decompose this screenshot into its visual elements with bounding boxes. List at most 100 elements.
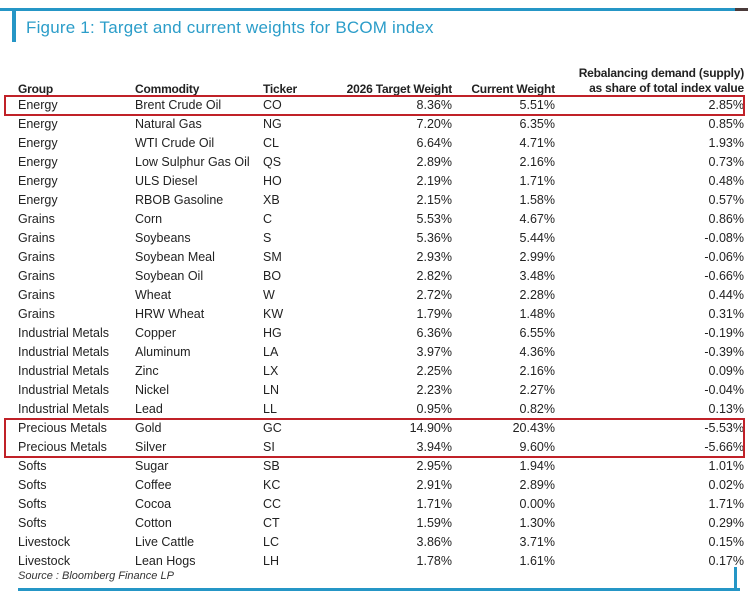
table-row: Energy ULS Diesel HO 2.19% 1.71% 0.48%	[18, 172, 744, 191]
cell-ticker: LA	[263, 345, 279, 359]
cell-rebalancing: 2.85%	[708, 98, 744, 112]
table-row: Industrial Metals Aluminum LA 3.97% 4.36% -0.…	[18, 343, 744, 362]
cell-ticker: KC	[263, 478, 281, 492]
cell-rebalancing: -0.39%	[704, 345, 744, 359]
cell-group: Energy	[18, 98, 58, 112]
cell-commodity: Copper	[135, 326, 176, 340]
table-row: Energy WTI Crude Oil CL 6.64% 4.71% 1.93%	[18, 134, 744, 153]
cell-commodity: Lead	[135, 402, 163, 416]
cell-ticker: C	[263, 212, 273, 226]
cell-target: 1.79%	[416, 307, 452, 321]
cell-target: 2.93%	[416, 250, 452, 264]
table-row: Livestock Lean Hogs LH 1.78% 1.61% 0.17%	[18, 552, 744, 571]
cell-ticker: CL	[263, 136, 279, 150]
cell-target: 2.72%	[416, 288, 452, 302]
cell-rebalancing: 0.85%	[708, 117, 744, 131]
cell-current: 1.30%	[519, 516, 555, 530]
cell-commodity: Natural Gas	[135, 117, 202, 131]
cell-group: Energy	[18, 193, 58, 207]
cell-current: 0.00%	[519, 497, 555, 511]
cell-target: 6.36%	[416, 326, 452, 340]
top-rule-tip	[735, 8, 748, 11]
cell-group: Livestock	[18, 554, 71, 568]
cell-rebalancing: -0.06%	[704, 250, 744, 264]
cell-group: Energy	[18, 136, 58, 150]
cell-rebalancing: 0.57%	[708, 193, 744, 207]
cell-rebalancing: -5.66%	[704, 440, 744, 454]
cell-current: 2.89%	[519, 478, 555, 492]
cell-commodity: Low Sulphur Gas Oil	[135, 155, 250, 169]
cell-target: 14.90%	[409, 421, 452, 435]
cell-target: 2.15%	[416, 193, 452, 207]
bottom-rule	[18, 588, 740, 591]
cell-commodity: ULS Diesel	[135, 174, 198, 188]
table-row: Grains Wheat W 2.72% 2.28% 0.44%	[18, 286, 744, 305]
cell-ticker: CC	[263, 497, 282, 511]
table-row: Energy RBOB Gasoline XB 2.15% 1.58% 0.57%	[18, 191, 744, 210]
cell-target: 7.20%	[416, 117, 452, 131]
cell-group: Industrial Metals	[18, 364, 110, 378]
cell-rebalancing: 0.13%	[708, 402, 744, 416]
header-row: Group Commodity Ticker 2026 Target Weigh…	[18, 46, 744, 96]
cell-current: 2.16%	[519, 155, 555, 169]
cell-commodity: HRW Wheat	[135, 307, 205, 321]
cell-target: 2.82%	[416, 269, 452, 283]
table-row: Energy Low Sulphur Gas Oil QS 2.89% 2.16% 0.7…	[18, 153, 744, 172]
cell-target: 1.59%	[416, 516, 452, 530]
table-row: Grains Corn C 5.53% 4.67% 0.86%	[18, 210, 744, 229]
cell-target: 3.97%	[416, 345, 452, 359]
cell-ticker: S	[263, 231, 272, 245]
header-commodity: Commodity	[135, 82, 200, 96]
cell-group: Industrial Metals	[18, 326, 110, 340]
cell-commodity: Live Cattle	[135, 535, 195, 549]
cell-commodity: WTI Crude Oil	[135, 136, 215, 150]
cell-commodity: Aluminum	[135, 345, 191, 359]
table-row: Softs Cotton CT 1.59% 1.30% 0.29%	[18, 514, 744, 533]
cell-rebalancing: -0.66%	[704, 269, 744, 283]
cell-group: Grains	[18, 231, 55, 245]
top-rule	[0, 8, 747, 11]
cell-rebalancing: 0.09%	[708, 364, 744, 378]
table-row: Softs Coffee KC 2.91% 2.89% 0.02%	[18, 476, 744, 495]
cell-current: 4.71%	[519, 136, 555, 150]
table-row: Energy Brent Crude Oil CO 8.36% 5.51% 2.85%	[18, 96, 744, 115]
cell-commodity: Sugar	[135, 459, 169, 473]
header-target-weight: 2026 Target Weight	[346, 82, 452, 96]
cell-current: 5.51%	[519, 98, 555, 112]
header-ticker: Ticker	[263, 82, 297, 96]
cell-group: Energy	[18, 155, 58, 169]
cell-target: 8.36%	[416, 98, 452, 112]
table-row: Industrial Metals Zinc LX 2.25% 2.16% 0.09%	[18, 362, 744, 381]
figure-title: Figure 1: Target and current weights for…	[26, 18, 434, 37]
cell-target: 3.86%	[416, 535, 452, 549]
cell-rebalancing: 0.15%	[708, 535, 744, 549]
cell-group: Industrial Metals	[18, 345, 110, 359]
cell-rebalancing: 0.31%	[708, 307, 744, 321]
cell-rebalancing: -0.19%	[704, 326, 744, 340]
cell-current: 1.48%	[519, 307, 555, 321]
cell-rebalancing: 0.86%	[708, 212, 744, 226]
cell-target: 1.78%	[416, 554, 452, 568]
cell-current: 2.28%	[519, 288, 555, 302]
table-header: Group Commodity Ticker 2026 Target Weigh…	[18, 46, 744, 96]
table-row: Industrial Metals Lead LL 0.95% 0.82% 0.13%	[18, 400, 744, 419]
cell-ticker: SM	[263, 250, 282, 264]
cell-ticker: HO	[263, 174, 282, 188]
table-row: Energy Natural Gas NG 7.20% 6.35% 0.85%	[18, 115, 744, 134]
cell-ticker: SI	[263, 440, 275, 454]
cell-ticker: NG	[263, 117, 282, 131]
cell-ticker: GC	[263, 421, 282, 435]
cell-target: 2.95%	[416, 459, 452, 473]
cell-current: 0.82%	[519, 402, 555, 416]
cell-ticker: W	[263, 288, 275, 302]
cell-rebalancing: 0.17%	[708, 554, 744, 568]
weights-table: Group Commodity Ticker 2026 Target Weigh…	[18, 46, 744, 571]
cell-current: 1.71%	[519, 174, 555, 188]
cell-group: Precious Metals	[18, 421, 107, 435]
title-accent-bar	[12, 11, 16, 42]
cell-ticker: CO	[263, 98, 282, 112]
cell-ticker: SB	[263, 459, 280, 473]
cell-group: Grains	[18, 307, 55, 321]
cell-target: 2.25%	[416, 364, 452, 378]
cell-group: Grains	[18, 288, 55, 302]
